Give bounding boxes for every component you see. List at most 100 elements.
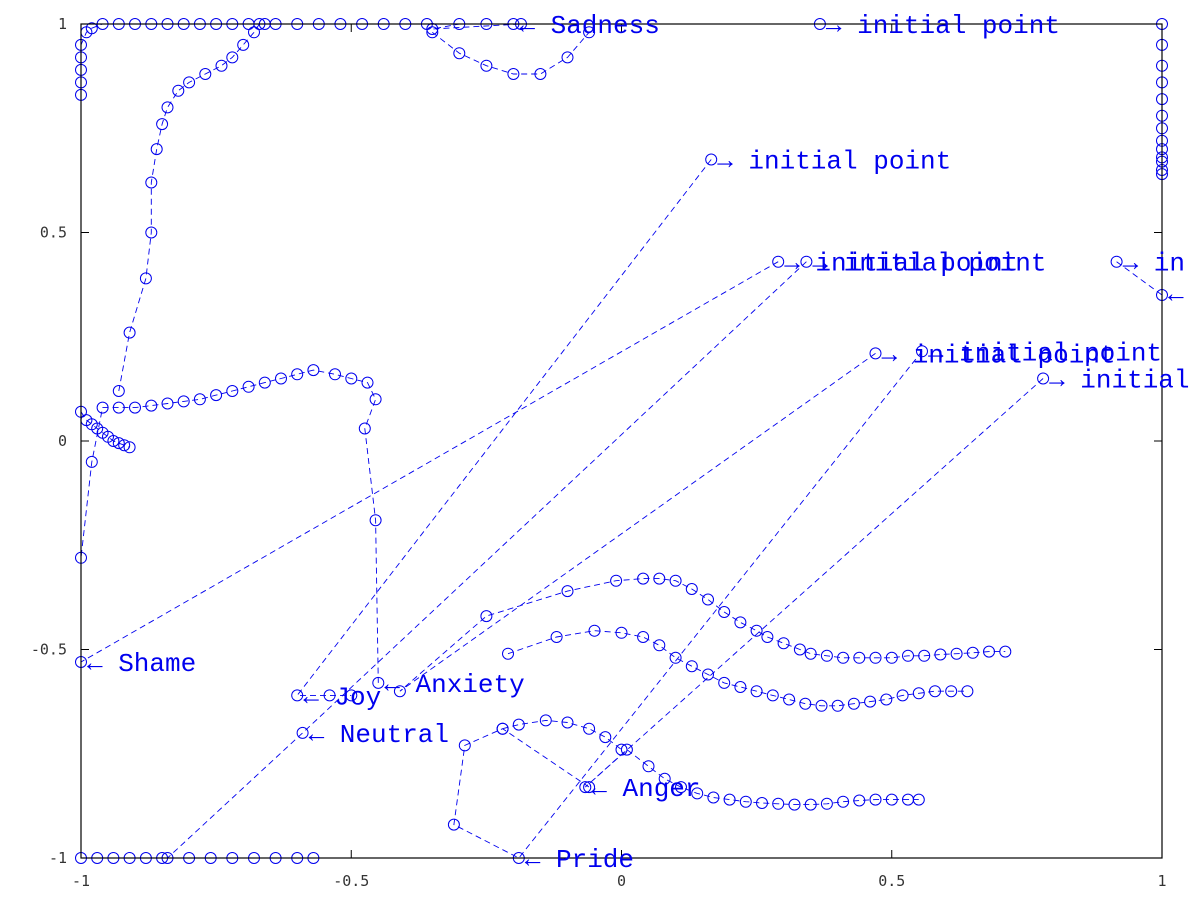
- annotation-label: → initial point: [717, 147, 951, 177]
- data-point: [750, 685, 763, 698]
- data-point: [177, 395, 190, 408]
- data-point: [610, 574, 623, 587]
- data-point: [750, 624, 763, 637]
- annotation-label: ← Anger: [591, 774, 700, 804]
- data-point: [783, 693, 796, 706]
- annotation-label: → initial point: [826, 11, 1060, 41]
- data-point: [945, 685, 958, 698]
- data-point: [323, 689, 336, 702]
- data-point: [669, 574, 682, 587]
- data-point: [766, 689, 779, 702]
- data-point: [561, 585, 574, 598]
- data-point: [139, 272, 152, 285]
- data-point: [426, 26, 439, 39]
- data-point: [480, 59, 493, 72]
- plot-frame: [80, 23, 1163, 859]
- annotation-label: → initial point: [882, 340, 1116, 370]
- data-point: [869, 793, 882, 806]
- series-7: [502, 624, 974, 712]
- data-point: [512, 718, 525, 731]
- tick-layer: -1 -0.5 0 0.5 1 -1 -0.5 0 0.5 1: [31, 15, 1167, 890]
- data-point: [161, 397, 174, 410]
- data-point: [480, 610, 493, 623]
- series-line: [584, 378, 1044, 806]
- data-point: [739, 795, 752, 808]
- data-point: [534, 68, 547, 80]
- data-point: [96, 401, 109, 414]
- data-point: [453, 47, 466, 60]
- data-point: [734, 681, 747, 693]
- x-tick-label: 0: [617, 872, 626, 890]
- data-point: [756, 797, 768, 809]
- data-point: [772, 797, 785, 810]
- data-point: [847, 697, 860, 710]
- data-point: [296, 726, 309, 739]
- data-point: [599, 731, 612, 744]
- data-point: [1110, 255, 1123, 268]
- series-6: [579, 372, 1050, 811]
- series-line: [502, 719, 622, 750]
- data-point: [772, 255, 785, 268]
- data-point: [705, 153, 718, 166]
- annotation-label: ← Joy: [303, 682, 381, 712]
- data-point: [215, 59, 228, 72]
- data-point: [258, 376, 271, 389]
- data-point: [539, 714, 552, 727]
- annotation-label: → initial point: [812, 249, 1046, 279]
- data-point: [145, 226, 158, 239]
- annotation-label: → initial point: [928, 338, 1162, 368]
- series-line: [80, 411, 130, 448]
- data-point: [507, 68, 520, 80]
- annotation-label: → initial: [1049, 366, 1189, 396]
- data-point: [172, 84, 185, 97]
- data-point: [929, 685, 941, 698]
- data-point: [885, 651, 898, 664]
- annotation-label: ←: [1168, 280, 1184, 310]
- y-tick-label: -0.5: [31, 641, 67, 659]
- data-point: [669, 651, 682, 664]
- data-point: [691, 787, 704, 800]
- data-point: [118, 439, 131, 452]
- data-point: [799, 697, 812, 710]
- series-line: [80, 261, 779, 683]
- data-point: [226, 385, 239, 397]
- data-point: [112, 385, 125, 397]
- data-point: [702, 668, 714, 681]
- data-point: [820, 797, 833, 810]
- data-point: [561, 716, 574, 729]
- data-point: [918, 649, 931, 662]
- data-point: [685, 583, 698, 595]
- data-point: [345, 372, 358, 385]
- data-point: [815, 699, 828, 712]
- x-tick-label: -1: [72, 872, 90, 890]
- data-point: [788, 798, 801, 811]
- data-point: [800, 255, 813, 268]
- data-point: [820, 649, 833, 662]
- data-point: [869, 347, 882, 360]
- data-point: [853, 794, 866, 807]
- data-point: [642, 760, 655, 773]
- data-point: [226, 51, 239, 64]
- data-point: [329, 368, 341, 381]
- data-point: [880, 693, 893, 706]
- data-point: [831, 699, 844, 712]
- annotation-label: ← Pride: [525, 845, 634, 875]
- data-point: [369, 393, 382, 406]
- data-point: [112, 437, 125, 450]
- data-point: [853, 651, 866, 664]
- data-point: [237, 38, 250, 51]
- data-point: [999, 645, 1012, 658]
- data-point: [248, 26, 260, 39]
- data-point: [291, 689, 304, 702]
- data-point: [393, 685, 406, 698]
- data-point: [85, 455, 98, 468]
- data-point: [583, 26, 596, 39]
- data-point: [804, 647, 817, 660]
- data-point: [369, 514, 382, 527]
- data-point: [129, 401, 141, 414]
- series-12: [75, 405, 136, 454]
- data-point: [183, 76, 196, 89]
- data-point: [620, 743, 633, 756]
- data-point: [85, 22, 98, 35]
